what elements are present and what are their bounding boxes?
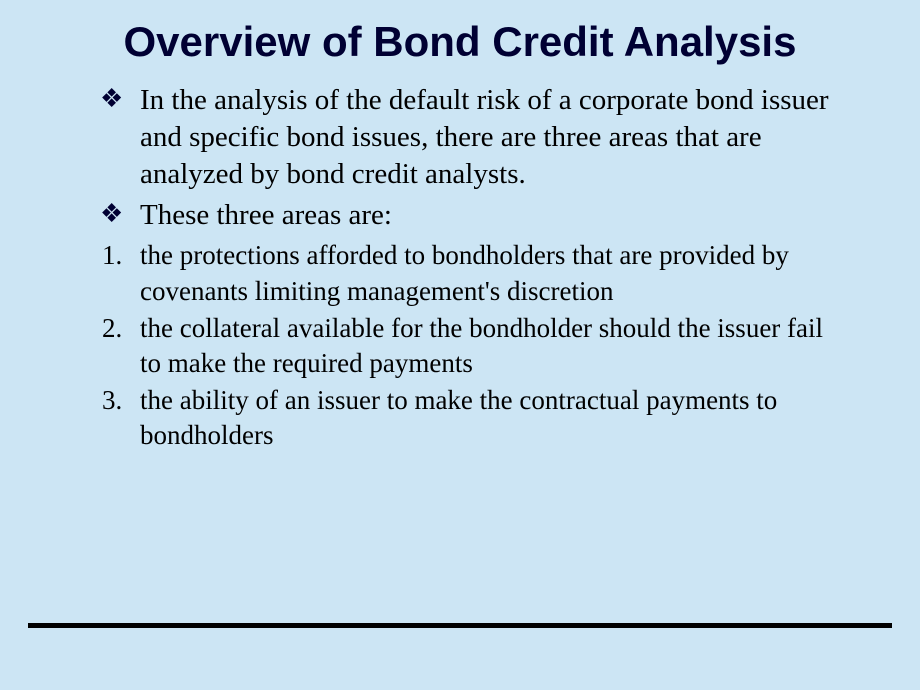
bullet-item: ❖ In the analysis of the default risk of… (100, 82, 850, 193)
bullet-text: In the analysis of the default risk of a… (140, 82, 850, 193)
numbered-text: the ability of an issuer to make the con… (140, 383, 850, 453)
number-marker: 2. (100, 311, 140, 346)
footer-divider (28, 623, 892, 628)
diamond-bullet-icon: ❖ (100, 197, 140, 231)
bullet-text: These three areas are: (140, 197, 392, 234)
slide-title: Overview of Bond Credit Analysis (40, 18, 880, 66)
number-marker: 3. (100, 383, 140, 418)
numbered-text: the collateral available for the bondhol… (140, 311, 850, 381)
numbered-item: 2. the collateral available for the bond… (100, 311, 850, 381)
bullet-item: ❖ These three areas are: (100, 197, 850, 234)
slide: Overview of Bond Credit Analysis ❖ In th… (0, 0, 920, 690)
number-marker: 1. (100, 238, 140, 273)
numbered-item: 1. the protections afforded to bondholde… (100, 238, 850, 308)
diamond-bullet-icon: ❖ (100, 82, 140, 116)
numbered-item: 3. the ability of an issuer to make the … (100, 383, 850, 453)
slide-content: ❖ In the analysis of the default risk of… (40, 82, 880, 453)
numbered-text: the protections afforded to bondholders … (140, 238, 850, 308)
